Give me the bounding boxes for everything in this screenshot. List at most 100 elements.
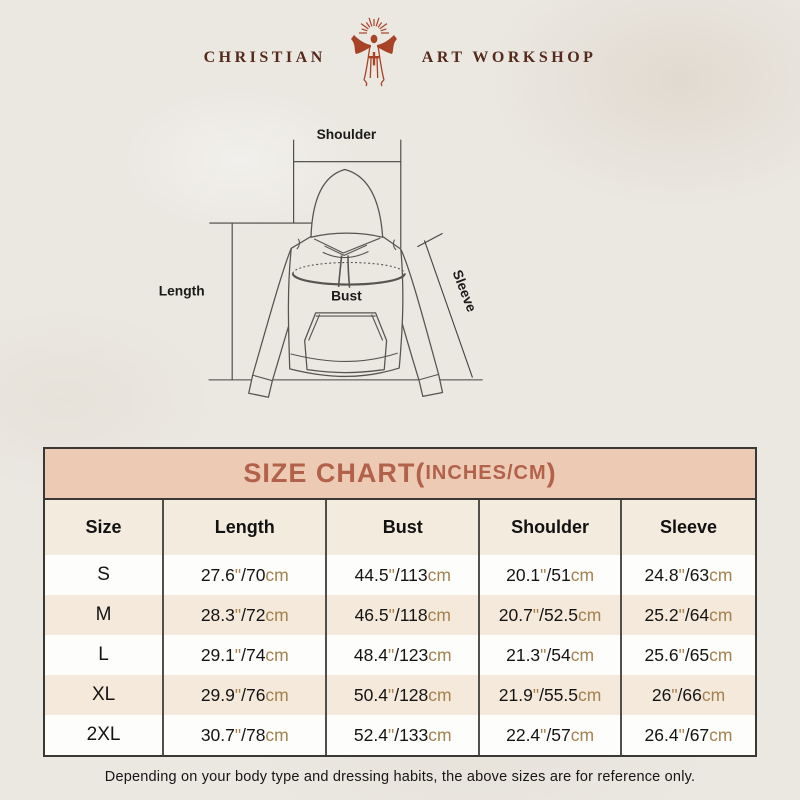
size-cell: L — [98, 644, 109, 665]
jesus-figure-logo-icon — [350, 17, 397, 87]
cm-unit: cm — [265, 644, 289, 665]
inch-value: 29.1 — [200, 644, 235, 665]
cm-unit: cm — [428, 684, 452, 705]
inch-mark: " — [540, 724, 547, 745]
sleeve-measure-line — [417, 232, 474, 378]
inch-mark: " — [388, 564, 395, 585]
inch-mark: " — [678, 564, 685, 585]
bust-line-solid — [291, 273, 406, 286]
length-label: Length — [159, 284, 205, 299]
inch-value: 21.3 — [506, 644, 541, 665]
title-close: ) — [546, 458, 557, 488]
shoulder-cell: 21.3 "/54 cm — [478, 635, 620, 675]
hoodie-pocket — [304, 312, 388, 374]
hoodie-hood — [310, 168, 384, 238]
collar-line — [322, 250, 369, 259]
column-header-shoulder: Shoulder — [478, 500, 620, 555]
sleeve-cell: 25.6 "/65 cm — [620, 635, 755, 675]
cm-unit: cm — [570, 564, 595, 585]
cm-value: /55.5 — [539, 684, 579, 705]
title-main: SIZE CHART( — [243, 458, 426, 488]
cm-unit: cm — [428, 724, 452, 745]
column-header-length: Length — [162, 500, 325, 555]
cm-unit: cm — [428, 644, 452, 665]
cm-value: /74 — [241, 644, 266, 665]
inch-mark: " — [234, 604, 242, 625]
cuff-lines — [252, 373, 439, 382]
cm-value: /70 — [241, 564, 266, 585]
bust-cell: 46.5 "/118 cm — [325, 595, 478, 635]
bust-cell: 48.4 "/123 cm — [325, 635, 478, 675]
table-row-xl: XL 29.9 "/76 cm 50.4 "/128 cm 21.9 "/55.5 cm 26 "/6… — [45, 675, 755, 715]
size-cell: 2XL — [86, 724, 121, 745]
inch-mark: " — [678, 724, 685, 745]
inch-mark: " — [532, 684, 540, 705]
cm-unit: cm — [709, 564, 733, 585]
size-chart-title: SIZE CHART(INCHES/CM) — [45, 449, 755, 500]
pocket-stitching — [308, 314, 384, 341]
inch-mark: " — [387, 644, 395, 665]
inch-value: 28.3 — [200, 604, 235, 625]
shoulder-measure-line — [293, 139, 402, 249]
inch-mark: " — [387, 724, 395, 745]
inch-mark: " — [678, 604, 685, 625]
cm-value: /65 — [684, 644, 710, 665]
size-chart-table: SIZE CHART(INCHES/CM) Size Length Bust Shou… — [43, 447, 757, 757]
cm-value: /63 — [684, 564, 710, 585]
length-cell: 27.6 "/70 cm — [162, 555, 325, 595]
inch-value: 46.5 — [354, 604, 389, 625]
cm-unit: cm — [709, 644, 733, 665]
shoulder-cell: 21.9 "/55.5 cm — [478, 675, 620, 715]
cm-unit: cm — [570, 644, 595, 665]
shoulder-cell: 20.7 "/52.5 cm — [478, 595, 620, 635]
cm-value: /66 — [677, 684, 702, 705]
hood-opening — [313, 237, 381, 257]
table-row-l: L 29.1 "/74 cm 48.4 "/123 cm 21.3 "/54 cm 25.6 "/65… — [45, 635, 755, 675]
cm-unit: cm — [265, 604, 289, 625]
cm-unit: cm — [265, 564, 289, 585]
sleeve-label: Sleeve — [450, 268, 480, 314]
table-row-2xl: 2XL 30.7 "/78 cm 52.4 "/133 cm 22.4 "/57 cm 26.4 " /… — [45, 715, 755, 755]
cm-value: /72 — [241, 604, 266, 625]
column-header-bust: Bust — [325, 500, 478, 555]
inch-value: 44.5 — [354, 564, 389, 585]
inch-value: 24.8 — [644, 564, 679, 585]
shoulder-cell: 22.4 "/57 cm — [478, 715, 620, 755]
inch-mark: " — [540, 644, 547, 665]
inch-mark: " — [234, 684, 242, 705]
cm-value: /54 — [546, 644, 571, 665]
cm-unit: cm — [709, 724, 733, 745]
inch-mark: " — [234, 724, 242, 745]
bust-label: Bust — [331, 288, 362, 303]
inch-value: 25.6 — [644, 644, 679, 665]
cm-value: /128 — [394, 684, 429, 705]
table-row-s: S 27.6 "/70 cm 44.5 "/113 cm 20.1 "/51 cm 24.8 "/63… — [45, 555, 755, 595]
inch-value: 27.6 — [200, 564, 235, 585]
cm-unit: cm — [709, 604, 733, 625]
shoulder-label: Shoulder — [317, 127, 377, 142]
cm-value: /133 — [394, 724, 429, 745]
inch-mark: " — [234, 644, 242, 665]
cm-unit: cm — [578, 684, 602, 705]
inch-value: 26.4 — [644, 724, 679, 745]
inch-mark: " — [540, 564, 547, 585]
size-cell: S — [97, 564, 110, 585]
length-cell: 28.3 "/72 cm — [162, 595, 325, 635]
brand-name-right: ART WORKSHOP — [421, 49, 597, 66]
cm-value: /52.5 — [539, 604, 579, 625]
length-cell: 30.7 "/78 cm — [162, 715, 325, 755]
inch-mark: " — [387, 684, 395, 705]
hoodie-outline — [248, 168, 444, 398]
inch-value: 52.4 — [353, 724, 388, 745]
inch-value: 20.1 — [506, 564, 541, 585]
cm-value: /51 — [546, 564, 571, 585]
hoodie-details — [252, 237, 439, 382]
cm-value: /123 — [394, 644, 429, 665]
inch-mark: " — [678, 644, 685, 665]
inch-mark: " — [388, 604, 395, 625]
logo-rays-icon — [358, 17, 389, 34]
inch-mark: " — [234, 564, 242, 585]
size-cell: M — [95, 604, 112, 625]
hoodie-measurement-diagram: Shoulder Length Bust Sleeve — [159, 127, 483, 398]
inch-value: 26 — [651, 684, 672, 705]
